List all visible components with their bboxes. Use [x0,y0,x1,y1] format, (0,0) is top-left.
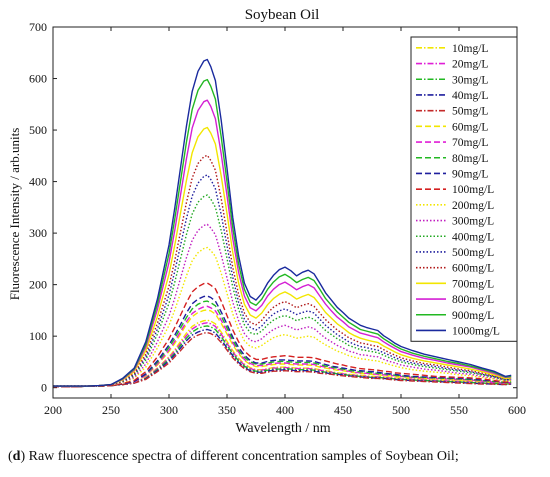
legend-entry: 80mg/L [452,153,488,165]
series-line-900mgl [53,78,512,387]
series-line-90mgl [53,295,512,388]
series-lines [53,58,512,388]
legend-entry: 400mg/L [452,231,494,243]
legend-entry: 100mg/L [452,184,494,196]
y-tick-label: 500 [29,123,47,137]
legend-entry: 90mg/L [452,168,488,180]
legend-entry: 40mg/L [452,90,488,102]
series-line-70mgl [53,305,512,388]
x-tick-label: 200 [44,403,62,417]
x-tick-label: 400 [276,403,294,417]
legend-entry: 800mg/L [452,294,494,306]
series-line-100mgl [53,282,512,388]
chart: Soybean Oil 200 250 300 350 400 450 500 550 600 … [7,7,526,436]
figure-caption: (d) Raw fluorescence spectra of differen… [8,449,459,464]
x-tick-label: 600 [508,403,526,417]
legend: 10mg/L 20mg/L 30mg/L 40mg/L 50mg/L 60mg/L 70mg… [410,36,518,342]
x-tick-label: 500 [392,403,410,417]
legend-entry: 70mg/L [452,137,488,149]
legend-entry: 10mg/L [452,43,488,55]
series-line-500mgl [53,174,512,387]
x-tick-label: 350 [218,403,236,417]
series-line-300mgl [53,223,512,387]
y-tick-label: 400 [29,175,47,189]
y-tick-label: 700 [29,20,47,34]
legend-entry: 1000mg/L [452,325,500,337]
series-line-1000mgl [53,58,512,387]
series-line-20mgl [53,322,512,388]
y-tick-label: 100 [29,329,47,343]
series-line-600mgl [53,154,512,387]
legend-entry: 20mg/L [452,59,488,71]
legend-entry: 30mg/L [452,74,488,86]
series-line-80mgl [53,300,512,388]
legend-entry: 50mg/L [452,106,488,118]
y-tick-label: 0 [41,381,47,395]
y-tick-label: 200 [29,278,47,292]
legend-entry: 900mg/L [452,310,494,322]
legend-entry: 300mg/L [452,216,494,228]
x-tick-label: 450 [334,403,352,417]
x-tick-labels: 200 250 300 350 400 450 500 550 600 [44,403,526,417]
series-line-800mgl [53,99,512,387]
series-line-40mgl [53,328,512,388]
legend-entry: 200mg/L [452,200,494,212]
y-tick-label: 600 [29,72,47,86]
chart-title: Soybean Oil [245,7,320,23]
legend-entry: 700mg/L [452,278,494,290]
x-axis-label: Wavelength / nm [235,421,330,436]
y-tick-label: 300 [29,226,47,240]
x-tick-label: 250 [102,403,120,417]
caption-letter: d [12,449,21,464]
x-tick-label: 300 [160,403,178,417]
x-tick-label: 550 [450,403,468,417]
legend-entry: 600mg/L [452,263,494,275]
caption-text: ) Raw fluorescence spectra of different … [20,449,459,464]
y-tick-labels: 0 100 200 300 400 500 600 700 [29,20,47,395]
legend-entry: 60mg/L [452,121,488,133]
series-line-700mgl [53,126,512,387]
legend-entry: 500mg/L [452,247,494,259]
y-axis-label: Fluorescence Intensity / arb.units [7,128,22,301]
series-line-50mgl [53,331,512,388]
